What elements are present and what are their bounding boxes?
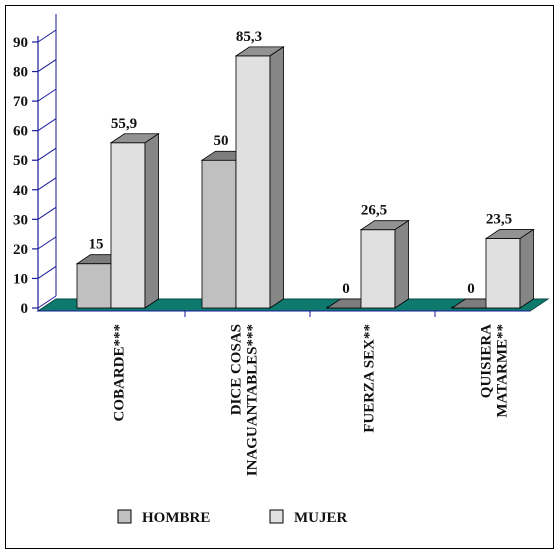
- legend-label: MUJER: [294, 510, 347, 526]
- y-tick-diagonal: [37, 88, 57, 102]
- legend-label: HOMBRE: [142, 510, 210, 526]
- legend-swatch: [117, 509, 132, 524]
- y-tick-diagonal: [37, 295, 57, 309]
- y-tick-label: 10: [13, 271, 28, 287]
- x-category-label-line: COBARDE***: [112, 324, 128, 422]
- y-tick-label: 80: [13, 65, 28, 81]
- data-label: 26,5: [361, 203, 387, 219]
- x-category-label: COBARDE***: [112, 324, 128, 422]
- y-tick-label: 40: [13, 183, 28, 199]
- bar-front: [360, 229, 396, 309]
- y-tick-label: 50: [13, 153, 28, 169]
- legend-swatch: [269, 509, 284, 524]
- data-label: 50: [214, 133, 229, 149]
- x-category-label-line: DICE COSAS: [229, 324, 245, 415]
- bar-side: [144, 133, 159, 309]
- x-category-label-line: MATARME**: [495, 324, 511, 418]
- x-category-label: QUISIERA MATARME**: [479, 324, 511, 418]
- bar-side: [394, 219, 409, 309]
- y-tick-diagonal: [37, 266, 57, 279]
- bar-front: [76, 263, 112, 309]
- y-tick-diagonal: [37, 177, 57, 191]
- y-tick-label: 60: [13, 124, 28, 140]
- bar-side: [269, 46, 284, 309]
- data-label: 0: [342, 281, 350, 297]
- x-category-label: FUERZA SEX**: [362, 324, 378, 433]
- y-tick-label: 70: [13, 94, 28, 110]
- x-category-label-line: INAGUANTABLES***: [245, 324, 261, 476]
- x-category-label: DICE COSAS INAGUANTABLES***: [229, 324, 261, 476]
- bar-mujer: [109, 133, 160, 309]
- bar-mujer: [359, 219, 410, 309]
- y-tick-diagonal: [37, 206, 57, 220]
- x-category-label-line: FUERZA SEX**: [362, 324, 378, 433]
- y-tick-diagonal: [37, 59, 57, 72]
- data-label: 23,5: [486, 212, 512, 228]
- bar-front: [485, 238, 521, 309]
- y-tick-diagonal: [37, 236, 57, 250]
- bar-mujer: [484, 228, 535, 309]
- y-tick-label: 90: [13, 35, 28, 51]
- y-tick-label: 30: [13, 212, 28, 228]
- x-category-label-line: QUISIERA: [479, 324, 495, 398]
- y-tick-label: 20: [13, 242, 28, 258]
- y-tick-diagonal: [37, 147, 57, 161]
- y-tick-diagonal: [37, 29, 57, 43]
- data-label: 15: [89, 237, 104, 253]
- y-tick-label: 0: [21, 301, 29, 317]
- data-label: 85,3: [236, 29, 262, 45]
- bar-front: [201, 159, 237, 309]
- bar-front: [235, 55, 271, 309]
- bar-side: [519, 228, 534, 309]
- data-label: 55,9: [111, 116, 137, 132]
- bar-front: [110, 142, 146, 309]
- data-label: 0: [467, 281, 475, 297]
- y-tick-diagonal: [37, 118, 57, 132]
- bar-mujer: [234, 46, 285, 309]
